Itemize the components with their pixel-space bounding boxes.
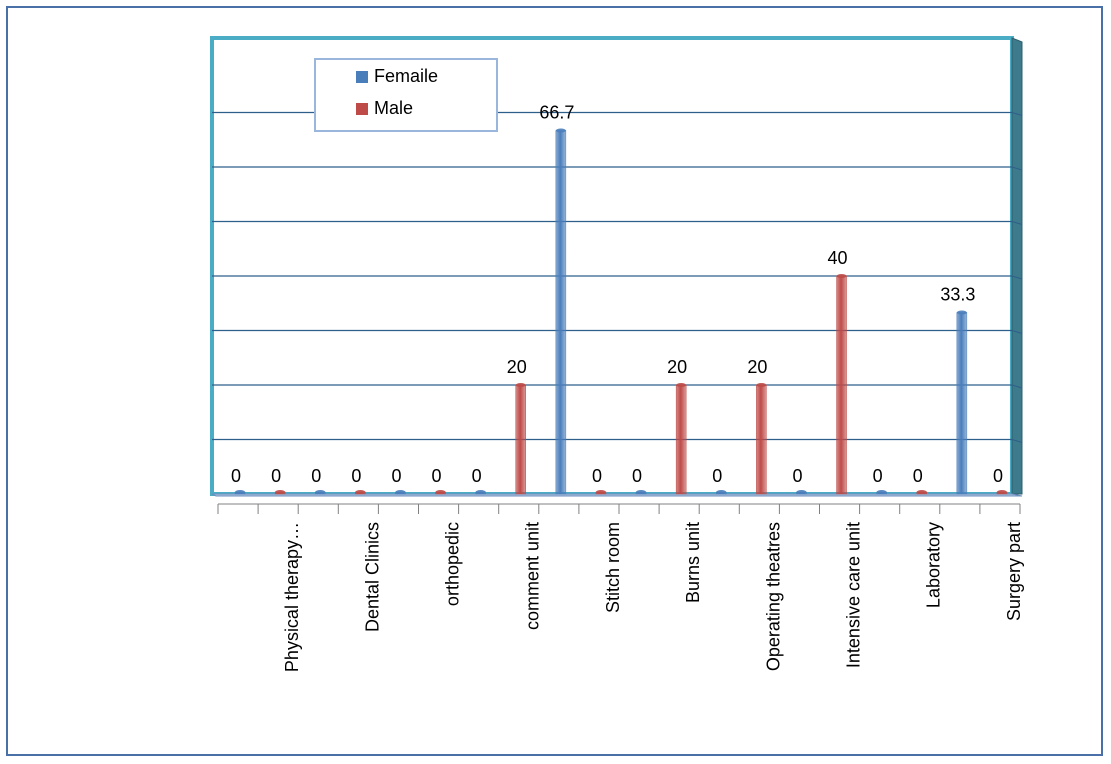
category-label-5: Burns unit	[683, 522, 703, 603]
data-label-femaile-6: 0	[712, 466, 722, 486]
bar-femaile-9	[956, 310, 968, 495]
bar-male-6	[756, 383, 767, 495]
gridline-side	[1011, 439, 1023, 443]
bar-femaile-3	[475, 490, 486, 495]
bar-femaile-cap	[555, 128, 566, 133]
bar-male-cap	[595, 490, 606, 494]
bar-male-cap	[916, 490, 927, 494]
bar-male-9	[996, 490, 1008, 495]
data-label-male-3: 20	[507, 357, 527, 377]
category-label-2: orthopedic	[443, 522, 463, 606]
gridline-side	[1011, 166, 1023, 171]
bar-male-8	[916, 490, 927, 495]
bar-femaile-cap	[876, 490, 887, 494]
bar-male-3	[515, 383, 526, 495]
data-label-male-4: 0	[592, 466, 602, 486]
bar-male-body	[675, 384, 687, 495]
bar-male-7	[836, 274, 847, 495]
bar-femaile-body	[555, 130, 567, 495]
category-label-8: Laboratory	[924, 522, 944, 608]
data-label-femaile-0: 0	[231, 466, 241, 486]
data-label-male-1: 0	[351, 466, 361, 486]
data-label-femaile-1: 0	[311, 466, 321, 486]
legend-swatch-femaile	[356, 70, 368, 83]
gridline-side	[1011, 330, 1023, 334]
legend-label-femaile: Femaile	[374, 66, 439, 86]
category-label-1: Dental Clinics	[362, 522, 382, 632]
category-label-9: Surgery part	[1004, 522, 1024, 621]
data-label-femaile-7: 0	[792, 466, 802, 486]
bar-male-cap	[756, 383, 767, 387]
category-label-6: Operating theatres	[763, 522, 783, 671]
chart-legend: Femaile Male	[314, 58, 498, 132]
bar-femaile-body	[956, 312, 968, 495]
category-label-0: Physical therapy…	[282, 522, 302, 672]
bar-male-0	[274, 490, 286, 495]
bar-femaile-2	[395, 490, 406, 495]
bar-male-1	[355, 490, 366, 495]
gridline-side	[1011, 384, 1023, 389]
gridline-side	[1011, 112, 1023, 116]
bar-femaile-cap	[475, 490, 486, 494]
bar-femaile-cap	[716, 490, 727, 494]
data-label-male-7: 40	[828, 248, 848, 268]
bar-femaile-cap	[956, 310, 967, 315]
data-label-male-0: 0	[271, 466, 281, 486]
category-label-4: Stitch room	[603, 522, 623, 613]
legend-item-male: Male	[356, 98, 413, 119]
bar-femaile-4	[555, 128, 567, 495]
legend-swatch-male	[356, 102, 368, 115]
data-label-femaile-3: 0	[472, 466, 482, 486]
data-label-male-9: 0	[993, 466, 1003, 486]
bar-male-cap	[515, 383, 526, 387]
bar-male-5	[675, 383, 687, 495]
data-label-male-8: 0	[913, 466, 923, 486]
bar-femaile-cap	[636, 490, 647, 494]
data-label-male-6: 20	[747, 357, 767, 377]
bar-femaile-cap	[315, 490, 326, 494]
bar-femaile-cap	[235, 490, 246, 494]
bar-male-cap	[355, 490, 366, 494]
data-label-femaile-5: 0	[632, 466, 642, 486]
bar-male-cap	[435, 490, 446, 494]
bar-femaile-8	[876, 490, 887, 495]
data-label-male-5: 20	[667, 357, 687, 377]
bar-male-cap	[836, 274, 847, 278]
gridline-side	[1011, 221, 1023, 225]
data-label-femaile-9: 33.3	[940, 285, 975, 305]
data-label-male-2: 0	[432, 466, 442, 486]
bar-male-cap	[676, 383, 687, 387]
bar-male-body	[756, 384, 767, 495]
bar-femaile-6	[716, 490, 727, 495]
data-label-femaile-2: 0	[391, 466, 401, 486]
bar-femaile-1	[315, 490, 326, 495]
plot-floor	[211, 493, 1023, 497]
bar-male-cap	[996, 490, 1007, 494]
data-label-femaile-4: 66.7	[539, 102, 574, 122]
bar-femaile-0	[234, 490, 246, 495]
legend-item-femaile: Femaile	[356, 66, 438, 87]
bar-male-4	[595, 490, 607, 495]
bar-male-2	[435, 490, 446, 495]
bar-femaile-cap	[395, 490, 406, 494]
category-label-7: Intensive care unit	[844, 522, 864, 668]
bar-femaile-7	[796, 490, 807, 495]
legend-label-male: Male	[374, 98, 414, 118]
bar-femaile-cap	[796, 490, 807, 494]
gridline-side	[1011, 275, 1023, 280]
bar-male-body	[515, 384, 526, 495]
plot-side-wall	[1011, 37, 1023, 495]
category-label-3: comment unit	[523, 522, 543, 630]
data-label-femaile-8: 0	[873, 466, 883, 486]
bar-femaile-5	[635, 490, 647, 495]
bar-male-cap	[275, 490, 286, 494]
bar-male-body	[836, 275, 847, 495]
